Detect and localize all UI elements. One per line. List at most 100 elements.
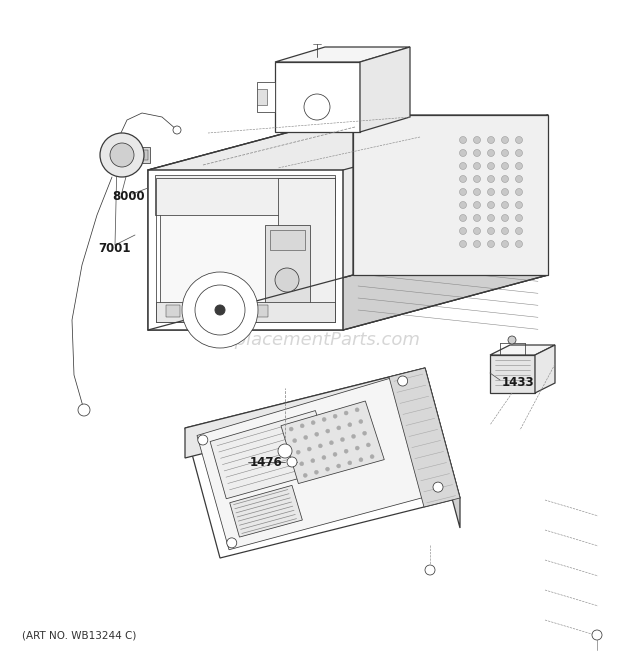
Circle shape xyxy=(333,414,337,418)
Bar xyxy=(138,150,148,160)
Text: 1433: 1433 xyxy=(502,377,534,389)
Text: 8000: 8000 xyxy=(112,190,144,202)
Circle shape xyxy=(340,438,345,442)
Circle shape xyxy=(359,420,363,424)
Circle shape xyxy=(515,215,523,221)
Circle shape xyxy=(487,137,495,143)
Circle shape xyxy=(303,473,308,477)
Circle shape xyxy=(474,188,480,196)
Polygon shape xyxy=(265,225,310,315)
Circle shape xyxy=(304,94,330,120)
Circle shape xyxy=(366,443,370,447)
Circle shape xyxy=(299,462,304,466)
Bar xyxy=(254,305,268,317)
Circle shape xyxy=(502,188,508,196)
Polygon shape xyxy=(185,368,460,558)
Circle shape xyxy=(78,404,90,416)
Bar xyxy=(136,147,150,163)
Circle shape xyxy=(487,163,495,169)
Circle shape xyxy=(315,432,319,436)
Circle shape xyxy=(318,444,322,448)
Circle shape xyxy=(198,435,208,445)
Circle shape xyxy=(515,137,523,143)
Circle shape xyxy=(304,436,308,440)
Circle shape xyxy=(515,188,523,196)
Polygon shape xyxy=(148,275,548,330)
Circle shape xyxy=(300,424,304,428)
Circle shape xyxy=(308,447,311,451)
Circle shape xyxy=(100,133,144,177)
Circle shape xyxy=(502,176,508,182)
Polygon shape xyxy=(156,302,335,322)
Polygon shape xyxy=(353,115,548,275)
Circle shape xyxy=(508,336,516,344)
Bar xyxy=(166,305,180,317)
Circle shape xyxy=(311,459,315,463)
Circle shape xyxy=(459,137,466,143)
Circle shape xyxy=(195,285,245,335)
Polygon shape xyxy=(278,178,335,322)
Polygon shape xyxy=(210,410,334,499)
Circle shape xyxy=(502,137,508,143)
Circle shape xyxy=(502,227,508,235)
Circle shape xyxy=(459,241,466,247)
Polygon shape xyxy=(490,355,535,393)
Polygon shape xyxy=(230,485,303,537)
Circle shape xyxy=(459,227,466,235)
Circle shape xyxy=(592,630,602,640)
Polygon shape xyxy=(148,115,353,330)
Circle shape xyxy=(352,434,355,438)
Bar xyxy=(257,89,267,105)
Bar xyxy=(270,230,305,250)
Circle shape xyxy=(487,176,495,182)
Circle shape xyxy=(425,565,435,575)
Polygon shape xyxy=(490,345,555,355)
Circle shape xyxy=(474,241,480,247)
Circle shape xyxy=(314,470,319,474)
Circle shape xyxy=(474,137,480,143)
Circle shape xyxy=(515,227,523,235)
Circle shape xyxy=(474,227,480,235)
Bar xyxy=(188,305,202,317)
Circle shape xyxy=(433,482,443,492)
Circle shape xyxy=(348,422,352,427)
Circle shape xyxy=(311,420,315,424)
Polygon shape xyxy=(197,373,446,550)
Polygon shape xyxy=(148,115,548,170)
Circle shape xyxy=(487,188,495,196)
Circle shape xyxy=(474,215,480,221)
Circle shape xyxy=(459,149,466,157)
Circle shape xyxy=(502,163,508,169)
Circle shape xyxy=(227,538,237,548)
Circle shape xyxy=(293,439,297,443)
Circle shape xyxy=(344,411,348,415)
Polygon shape xyxy=(160,182,331,318)
Circle shape xyxy=(322,418,326,422)
Circle shape xyxy=(359,458,363,462)
Circle shape xyxy=(370,455,374,459)
Circle shape xyxy=(459,188,466,196)
Circle shape xyxy=(397,376,408,386)
Circle shape xyxy=(487,202,495,208)
Circle shape xyxy=(502,215,508,221)
Polygon shape xyxy=(185,368,425,458)
Polygon shape xyxy=(257,82,275,112)
Polygon shape xyxy=(360,47,410,132)
Polygon shape xyxy=(148,170,343,330)
Circle shape xyxy=(344,449,348,453)
Bar xyxy=(232,305,246,317)
Circle shape xyxy=(296,450,300,454)
Circle shape xyxy=(515,202,523,208)
Polygon shape xyxy=(343,115,548,330)
Circle shape xyxy=(502,149,508,157)
Circle shape xyxy=(348,461,352,465)
Polygon shape xyxy=(389,368,460,507)
Circle shape xyxy=(515,149,523,157)
Circle shape xyxy=(459,176,466,182)
Circle shape xyxy=(355,408,359,412)
Polygon shape xyxy=(155,175,335,215)
Polygon shape xyxy=(275,62,360,132)
Circle shape xyxy=(322,455,326,459)
Circle shape xyxy=(333,452,337,456)
Circle shape xyxy=(515,163,523,169)
